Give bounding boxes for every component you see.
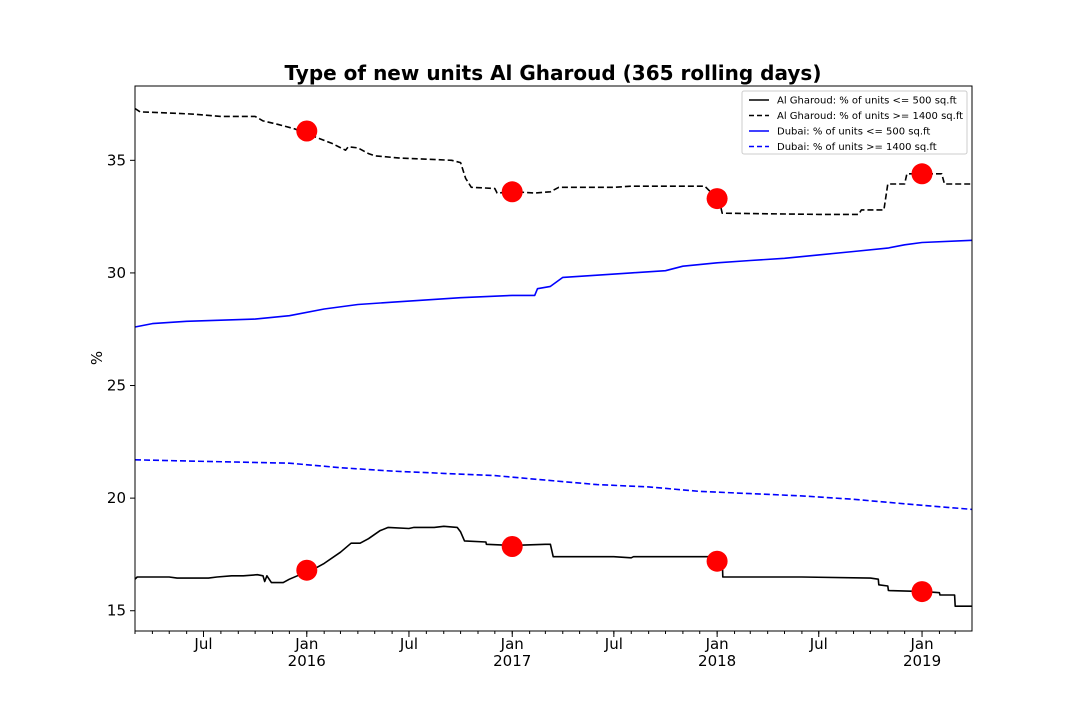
series-line-2 <box>134 107 972 216</box>
y-tick-label-3: 25 <box>107 377 126 395</box>
marker-point-3 <box>706 188 728 210</box>
x-tick-year-2: 2016 <box>288 652 326 670</box>
legend-label-3: Dubai: % of units <= 500 sq.ft <box>777 127 930 138</box>
legend-label-4: Dubai: % of units >= 1400 sq.ft <box>777 142 937 153</box>
marker-point-5 <box>296 559 318 581</box>
legend-label-1: Al Gharoud: % of units <= 500 sq.ft <box>777 96 957 107</box>
y-tick-label-5: 35 <box>107 151 126 169</box>
x-tick-label-7: Jul <box>809 635 828 653</box>
y-tick-label-4: 30 <box>107 264 126 282</box>
legend: Al Gharoud: % of units <= 500 sq.ft Al Gh… <box>741 90 968 155</box>
legend-box <box>741 90 968 155</box>
x-tick-year-8: 2019 <box>903 652 941 670</box>
x-tick-label-6: Jan <box>705 635 729 653</box>
series-line-3 <box>134 239 973 328</box>
series-line-4 <box>134 459 973 511</box>
y-axis-label: % <box>88 351 106 365</box>
chart-title: Type of new units Al Gharoud (365 rollin… <box>285 61 822 85</box>
x-tick-year-6: 2018 <box>698 652 736 670</box>
x-tick-label-2: Jan <box>294 635 318 653</box>
x-tick-label-4: Jan <box>500 635 524 653</box>
marker-layer <box>296 120 933 603</box>
plot-frame <box>134 85 973 632</box>
marker-point-8 <box>911 581 933 603</box>
x-tick-year-4: 2017 <box>493 652 531 670</box>
series-line-1 <box>134 525 972 607</box>
marker-point-2 <box>501 181 523 203</box>
x-tick-label-5: Jul <box>604 635 623 653</box>
series-layer <box>134 107 973 607</box>
y-tick-label-1: 15 <box>107 602 126 620</box>
y-axis: 15 20 25 30 35 <box>107 151 135 620</box>
marker-point-1 <box>296 120 318 142</box>
x-tick-label-1: Jul <box>193 635 212 653</box>
marker-point-7 <box>706 550 728 572</box>
marker-point-4 <box>911 163 933 185</box>
x-tick-label-3: Jul <box>399 635 418 653</box>
marker-point-6 <box>501 536 523 557</box>
y-tick-label-2: 20 <box>107 489 126 507</box>
legend-label-2: Al Gharoud: % of units >= 1400 sq.ft <box>777 111 963 122</box>
x-tick-label-8: Jan <box>909 635 933 653</box>
